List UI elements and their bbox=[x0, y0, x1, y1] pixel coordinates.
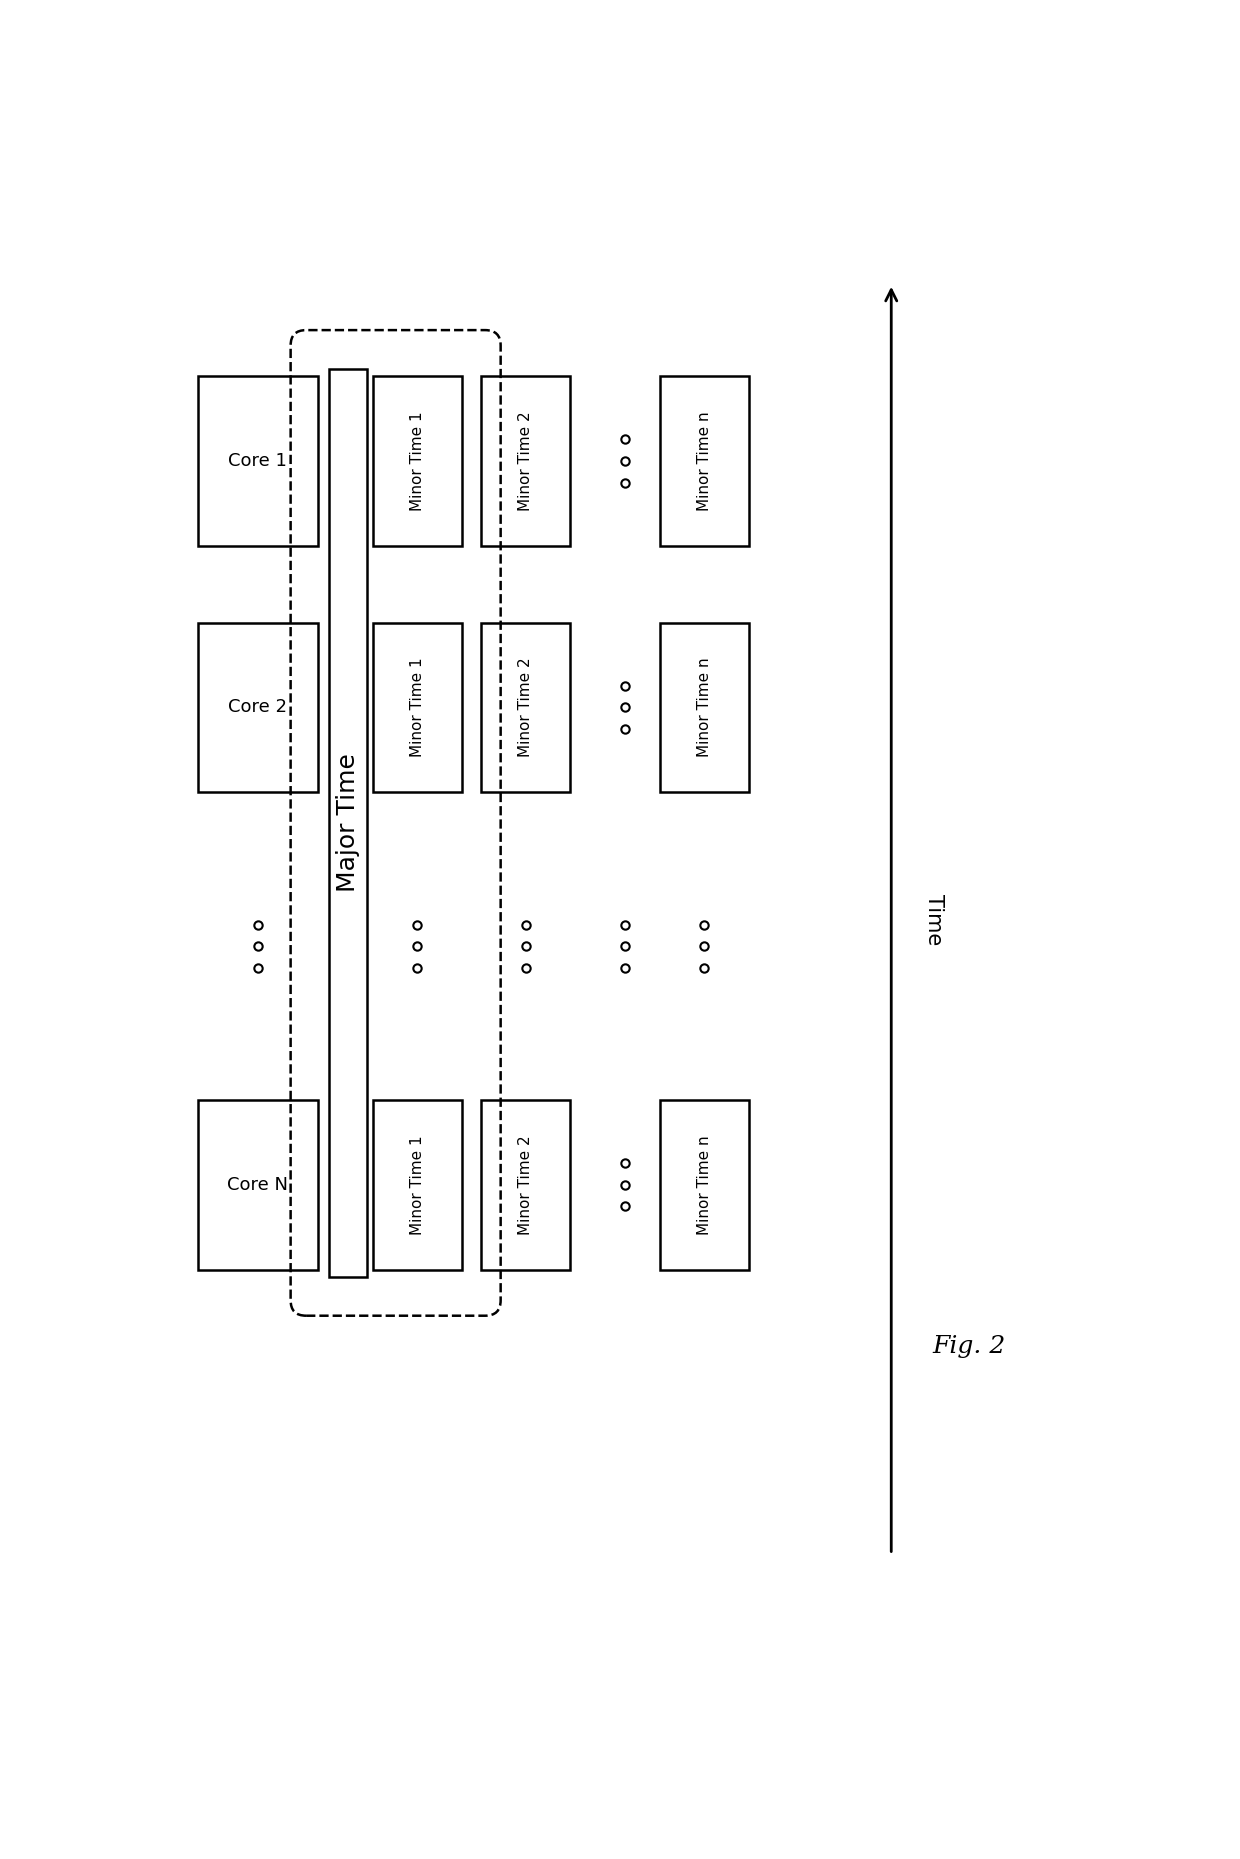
Bar bbox=[660, 376, 749, 547]
Text: Minor Time n: Minor Time n bbox=[697, 1136, 712, 1234]
Bar bbox=[660, 1101, 749, 1270]
Text: Fig. 2: Fig. 2 bbox=[932, 1335, 1006, 1359]
Bar bbox=[373, 376, 461, 547]
Text: Minor Time 2: Minor Time 2 bbox=[518, 411, 533, 511]
Bar bbox=[197, 623, 317, 792]
Text: Minor Time n: Minor Time n bbox=[697, 411, 712, 511]
Bar bbox=[660, 623, 749, 792]
Text: Minor Time 2: Minor Time 2 bbox=[518, 1136, 533, 1234]
Text: Time: Time bbox=[924, 894, 944, 944]
Text: Major Time: Major Time bbox=[336, 753, 360, 892]
Text: Minor Time 1: Minor Time 1 bbox=[410, 411, 425, 511]
Text: Minor Time 2: Minor Time 2 bbox=[518, 658, 533, 757]
Bar bbox=[481, 623, 570, 792]
Text: Minor Time n: Minor Time n bbox=[697, 658, 712, 757]
Text: Core 1: Core 1 bbox=[228, 452, 288, 470]
Bar bbox=[373, 623, 461, 792]
Text: Minor Time 1: Minor Time 1 bbox=[410, 658, 425, 757]
Text: Core 2: Core 2 bbox=[228, 699, 288, 716]
Bar bbox=[373, 1101, 461, 1270]
Bar bbox=[197, 376, 317, 547]
Bar bbox=[197, 1101, 317, 1270]
Bar bbox=[481, 376, 570, 547]
Text: Core N: Core N bbox=[227, 1175, 288, 1193]
Text: Minor Time 1: Minor Time 1 bbox=[410, 1136, 425, 1234]
Bar bbox=[330, 368, 367, 1277]
Bar bbox=[481, 1101, 570, 1270]
